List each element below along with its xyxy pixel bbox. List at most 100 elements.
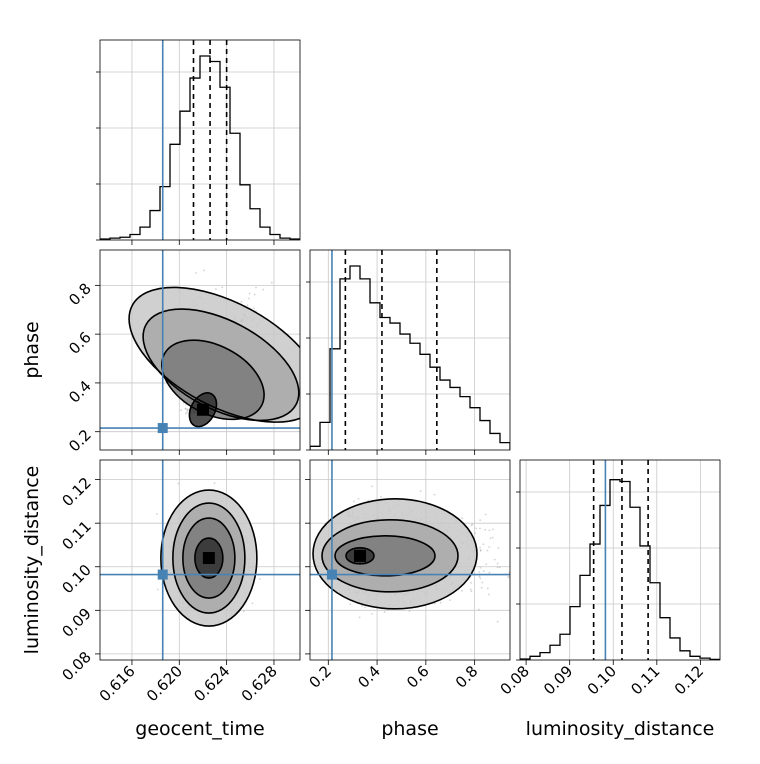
- scatter-dot: [534, 594, 536, 596]
- density-fill-phase_vs_geocent_time-1: [161, 340, 265, 420]
- contour-luminosity_distance_vs_geocent_time-1: [182, 517, 236, 599]
- scatter-dot: [202, 269, 205, 272]
- scatter-dot: [371, 613, 374, 615]
- scatter-dot: [364, 606, 367, 609]
- scatter-dot: [479, 549, 482, 552]
- panel-frame: [519, 459, 721, 661]
- scatter-dot: [486, 587, 489, 590]
- scatter-dot: [479, 519, 482, 522]
- scatter-dot: [349, 603, 352, 606]
- scatter-dot: [510, 556, 512, 558]
- scatter-dot: [484, 513, 487, 516]
- panel-frame: [99, 39, 301, 241]
- scatter-dot: [439, 601, 442, 604]
- scatter-dot: [470, 590, 473, 593]
- x-tick-label-phase: 0.6: [403, 662, 433, 692]
- x-tick-label-luminosity_distance: 0.10: [584, 662, 620, 698]
- scatter-dot: [213, 482, 216, 484]
- scatter-dot: [461, 517, 463, 519]
- scatter-dot: [156, 588, 159, 591]
- scatter-dot: [471, 523, 474, 526]
- histogram-luminosity_distance: [520, 479, 720, 660]
- scatter-dot: [253, 293, 256, 296]
- density-peak-phase_vs_geocent_time: [196, 403, 209, 416]
- scatter-dot: [469, 588, 472, 591]
- histogram-phase: [310, 265, 510, 450]
- x-tick-label-luminosity_distance: 0.08: [497, 662, 533, 698]
- scatter-dot: [180, 409, 182, 412]
- scatter-dot: [186, 408, 189, 411]
- scatter-dot: [383, 611, 386, 613]
- scatter-dot: [240, 300, 243, 303]
- truth-marker-phase_vs_geocent_time: [157, 423, 168, 434]
- scatter-dot: [448, 599, 451, 602]
- scatter-dot: [248, 297, 250, 300]
- y-axis-label-phase: phase: [21, 321, 43, 378]
- scatter-dot: [251, 602, 254, 605]
- scatter-dot: [215, 288, 217, 290]
- diag-panel-phase: [310, 250, 510, 450]
- scatter-dot: [477, 608, 480, 611]
- scatter-dot: [486, 549, 489, 552]
- scatter-dot: [380, 496, 382, 498]
- y-tick-label-luminosity_distance: 0.09: [58, 604, 94, 640]
- scatter-dot: [488, 593, 490, 596]
- contour-luminosity_distance_vs_phase-3: [312, 498, 478, 610]
- scatter-dot: [521, 545, 523, 547]
- scatter-dot: [497, 547, 500, 550]
- scatter-dot: [184, 407, 187, 410]
- scatter-dot: [177, 482, 180, 485]
- scatter-dot: [496, 562, 499, 565]
- contour-luminosity_distance_vs_phase-1: [334, 535, 436, 577]
- scatter-dot: [155, 513, 158, 515]
- scatter-dot: [484, 528, 487, 531]
- x-tick-label-geocent_time: 0.620: [143, 662, 186, 705]
- scatter-dot: [482, 570, 485, 573]
- density-peak-luminosity_distance_vs_phase: [354, 549, 366, 562]
- scatter-dot: [184, 408, 187, 410]
- scatter-dot: [357, 497, 360, 500]
- scatter-dot: [371, 485, 373, 488]
- scatter-dot: [488, 571, 491, 574]
- joint-panel-luminosity_distance_vs_phase: [310, 460, 536, 660]
- scatter-dot: [492, 528, 494, 531]
- y-tick-label-phase: 0.6: [65, 328, 95, 358]
- scatter-dot: [496, 566, 499, 569]
- scatter-dot: [248, 292, 251, 295]
- x-tick-label-luminosity_distance: 0.12: [671, 662, 707, 698]
- scatter-dot: [242, 610, 245, 613]
- contour-luminosity_distance_vs_geocent_time-2: [172, 502, 246, 614]
- x-tick-label-geocent_time: 0.628: [238, 662, 281, 705]
- scatter-dot: [507, 575, 509, 578]
- scatter-dot: [488, 529, 491, 532]
- contour-phase_vs_geocent_time-0: [188, 392, 218, 428]
- scatter-dot: [489, 537, 492, 540]
- scatter-dot: [478, 571, 481, 573]
- scatter-dot: [246, 304, 249, 307]
- scatter-dot: [270, 281, 273, 284]
- scatter-dot: [474, 532, 477, 534]
- x-tick-label-luminosity_distance: 0.11: [627, 662, 663, 698]
- scatter-dot: [493, 558, 496, 561]
- y-tick-label-phase: 0.8: [65, 279, 95, 309]
- x-tick-label-phase: 0.8: [452, 662, 482, 692]
- contour-phase_vs_geocent_time-3: [128, 286, 300, 423]
- scatter-dot: [185, 412, 187, 415]
- y-tick-label-luminosity_distance: 0.10: [58, 561, 94, 597]
- scatter-dot: [479, 577, 482, 580]
- joint-panel-luminosity_distance_vs_geocent_time: [100, 460, 300, 660]
- panel-frame: [99, 459, 301, 661]
- scatter-dot: [255, 286, 257, 289]
- histogram-geocent_time: [100, 55, 300, 240]
- scatter-dot: [496, 620, 499, 623]
- x-tick-label-phase: 0.4: [354, 662, 384, 692]
- scatter-dot: [491, 536, 494, 539]
- y-tick-label-luminosity_distance: 0.08: [58, 648, 94, 684]
- scatter-dot: [258, 578, 261, 580]
- truth-marker-luminosity_distance_vs_geocent_time: [157, 569, 168, 580]
- y-tick-label-luminosity_distance: 0.11: [58, 517, 94, 553]
- scatter-dot: [475, 527, 478, 530]
- contour-phase_vs_geocent_time-2: [142, 308, 300, 422]
- truth-marker-luminosity_distance_vs_phase: [326, 569, 337, 580]
